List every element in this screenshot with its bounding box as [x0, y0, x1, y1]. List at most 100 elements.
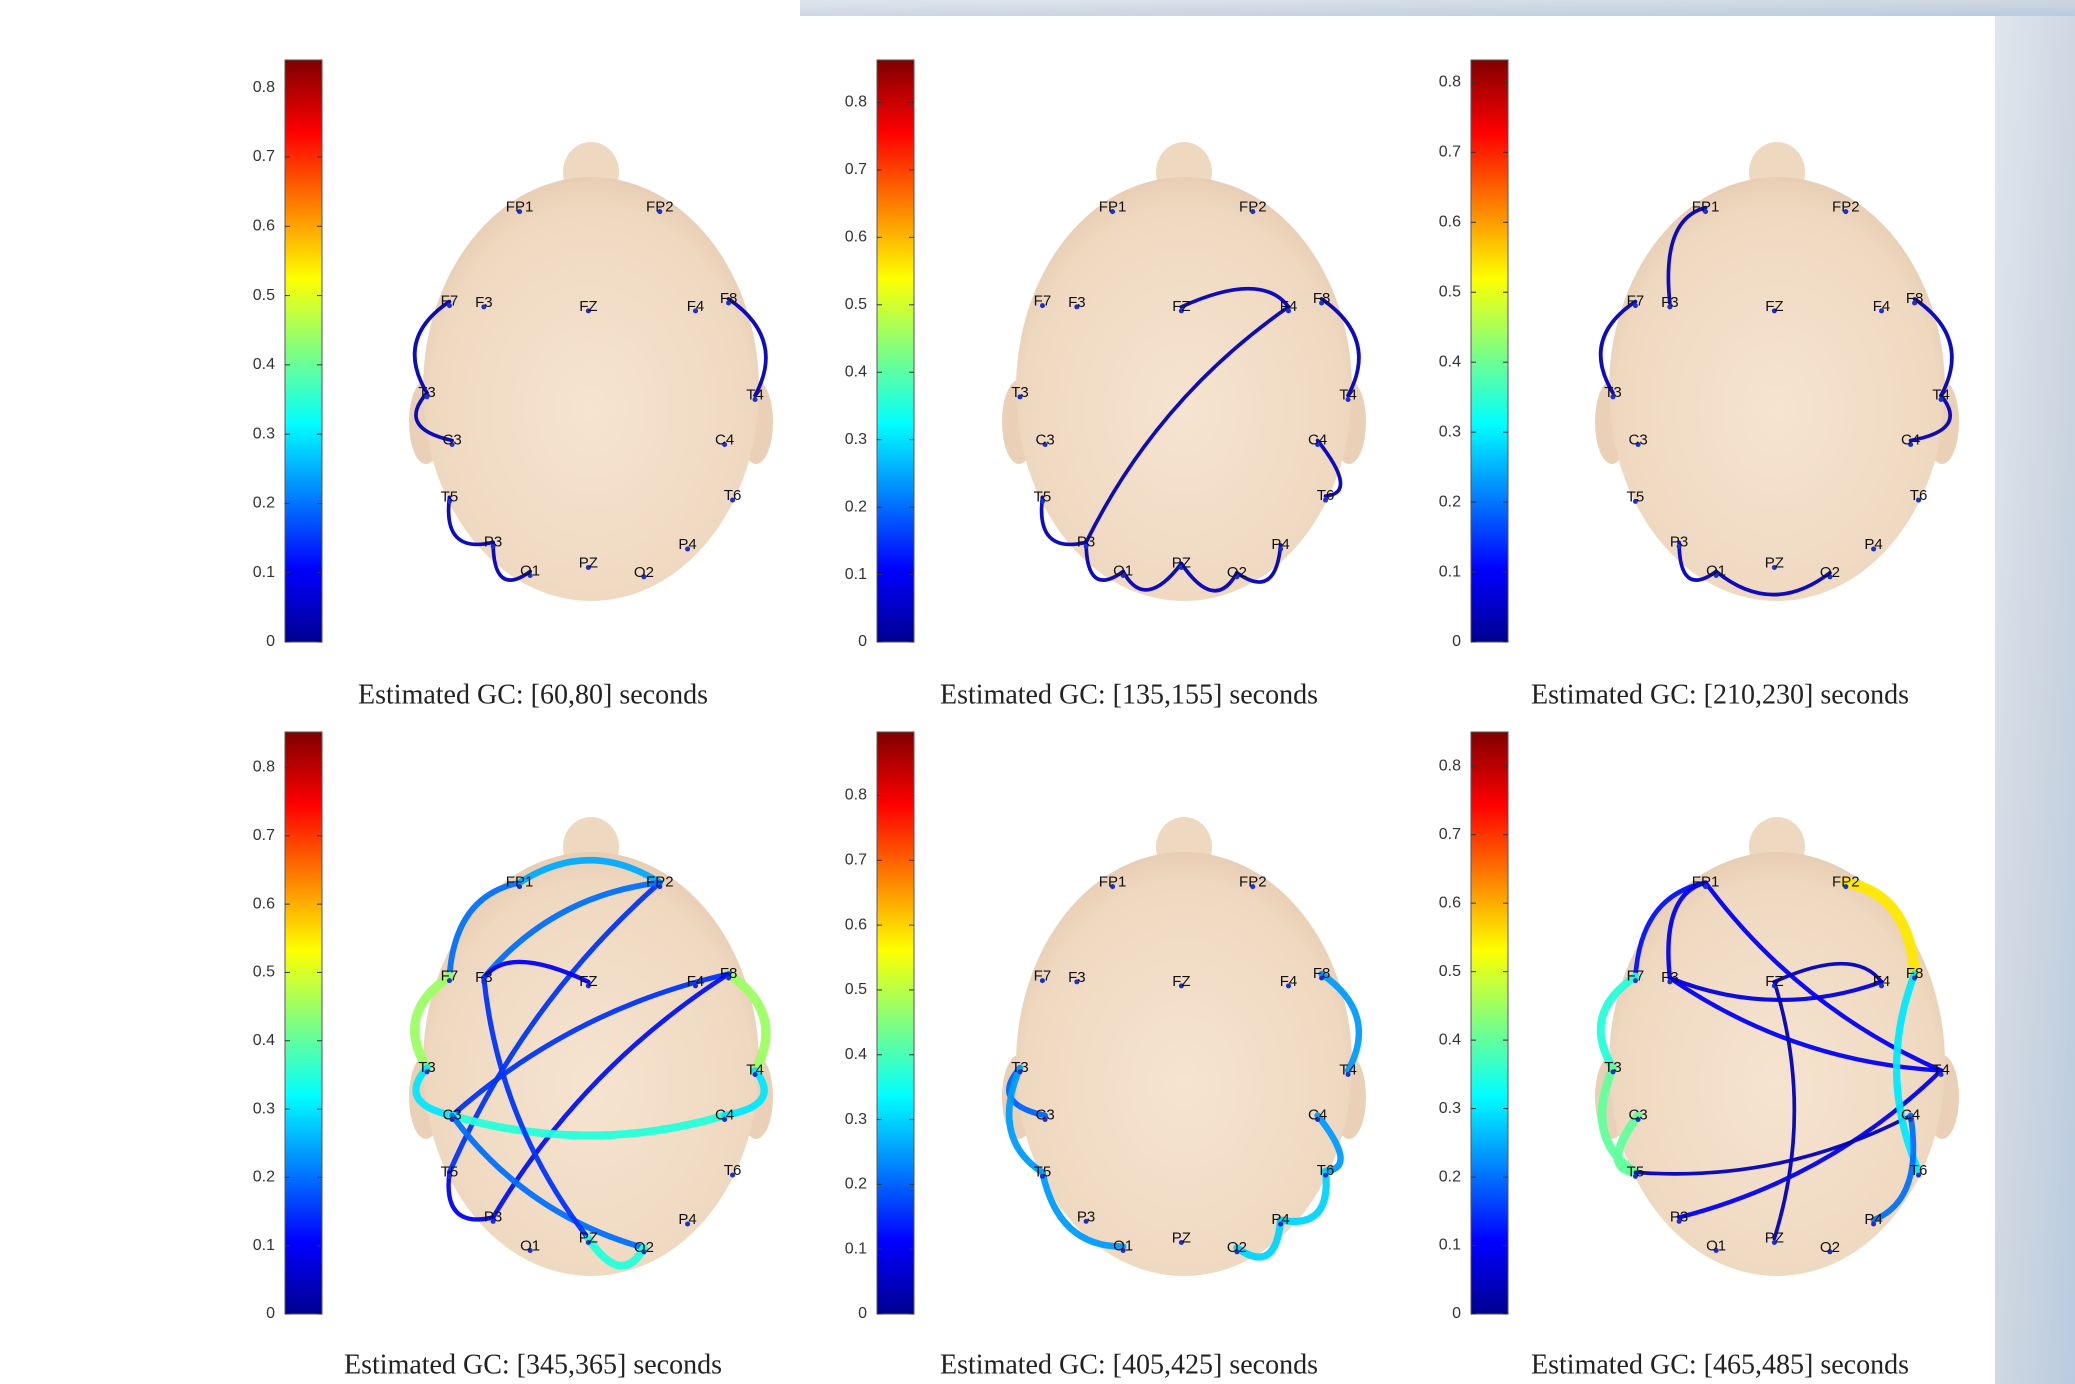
electrode: [1278, 546, 1284, 552]
background: [800, 0, 2075, 16]
electrode-label: O2: [1227, 1239, 1247, 1256]
electrode: [1286, 983, 1292, 989]
colorbar-tick-label: 0.4: [845, 363, 867, 380]
colorbar: [1470, 59, 1509, 643]
electrode-label: O2: [1820, 564, 1840, 581]
electrode: [1771, 308, 1777, 314]
electrode: [641, 1249, 647, 1255]
electrode-label: FP1: [1692, 874, 1720, 891]
electrode-label: T5: [441, 1163, 459, 1180]
electrode-label: F3: [1661, 294, 1679, 311]
colorbar-tick-label: 0.2: [845, 498, 867, 515]
electrode-label: FP2: [646, 874, 674, 891]
electrode-label: T4: [1339, 1061, 1357, 1078]
colorbar-tick-label: 0.5: [845, 981, 867, 998]
connection: [1039, 1169, 1127, 1250]
electrode: [1039, 1173, 1045, 1179]
electrode: [657, 884, 663, 890]
electrode-label: FP2: [1832, 199, 1860, 216]
connection: [516, 857, 664, 886]
electrode: [1676, 1218, 1682, 1224]
electrode: [1315, 1117, 1321, 1123]
electrode: [1017, 394, 1023, 400]
electrode-label: O1: [520, 1237, 540, 1254]
electrode: [726, 975, 732, 981]
electrode-label: F4: [1873, 298, 1891, 315]
connection: [1908, 393, 1952, 443]
electrode-label: F3: [1068, 969, 1086, 986]
electrode-label: C4: [1901, 431, 1920, 448]
electrode-label: F4: [687, 298, 705, 315]
electrode: [585, 1240, 591, 1246]
panel: 0 0.1 0.2 0.3 0.4 0.5 0.6 0.7 0.8 FP1 FP2 F7 F3 FZ F4 F…: [1439, 731, 1959, 1380]
electrode: [1120, 572, 1126, 578]
electrode: [1083, 543, 1089, 549]
electrode-label: FP1: [1099, 874, 1127, 891]
electrode: [1771, 983, 1777, 989]
connection: [1084, 305, 1291, 545]
colorbar: [876, 731, 915, 1315]
electrode-label: F8: [1313, 290, 1331, 307]
colorbar-tick-label: 0: [1452, 633, 1461, 650]
electrode-label: C4: [715, 431, 734, 448]
electrode: [1908, 442, 1914, 448]
connection: [1039, 495, 1088, 547]
electrode-label: C3: [1628, 1106, 1647, 1123]
electrode-label: O2: [1227, 564, 1247, 581]
connection: [481, 975, 591, 1242]
electrode: [490, 543, 496, 549]
colorbar-tick-label: 0.6: [1439, 214, 1461, 231]
electrode-label: T4: [746, 1061, 764, 1078]
colorbar-tick-label: 0.1: [253, 564, 275, 581]
electrode-label: F3: [475, 294, 493, 311]
electrode: [722, 442, 728, 448]
electrode-label: FP2: [1239, 874, 1267, 891]
head: [423, 852, 759, 1276]
electrode: [1278, 1221, 1284, 1227]
electrode: [1319, 975, 1325, 981]
connection: [1179, 286, 1291, 309]
electrode-label: O2: [1820, 1239, 1840, 1256]
connection: [1840, 877, 1920, 980]
colorbar: [284, 59, 323, 643]
colorbar-tick-label: 0.1: [1439, 563, 1461, 580]
electrode: [1110, 884, 1116, 890]
colorbar-tick-label: 0.8: [253, 759, 275, 776]
electrode: [1871, 1221, 1877, 1227]
electrode-label: F7: [441, 968, 459, 985]
electrode: [722, 1117, 728, 1123]
electrode-label: T5: [1627, 1163, 1645, 1180]
electrode: [585, 308, 591, 314]
connection: [446, 879, 523, 980]
electrode-label: F8: [720, 965, 738, 982]
electrode: [1286, 308, 1292, 314]
electrode-label: C3: [442, 431, 461, 448]
electrode: [1120, 1247, 1126, 1253]
electrode-label: C4: [715, 1106, 734, 1123]
panel: 0 0.1 0.2 0.3 0.4 0.5 0.6 0.7 0.8 FP1 FP2 F7 F3 FZ F4 F…: [845, 59, 1366, 710]
panel-caption: Estimated GC: [135,155] seconds: [940, 679, 1318, 710]
electrode: [1178, 1240, 1184, 1246]
connection: [1319, 297, 1361, 398]
electrode: [481, 304, 487, 310]
electrode: [657, 209, 663, 215]
electrode-label: P3: [484, 533, 502, 550]
connection: [1005, 1064, 1046, 1176]
electrode: [1319, 300, 1325, 306]
electrode: [446, 1173, 452, 1179]
electrode: [446, 498, 452, 504]
electrode-label: P4: [1271, 536, 1289, 553]
electrode: [1345, 397, 1351, 403]
electrode-label: C4: [1308, 431, 1327, 448]
electrode-label: PZ: [1172, 555, 1191, 572]
electrode: [527, 1247, 533, 1253]
electrode: [527, 572, 533, 578]
electrode-label: FZ: [579, 973, 597, 990]
colorbar-tick-label: 0.3: [845, 1111, 867, 1128]
electrode-label: F4: [687, 973, 705, 990]
electrode: [1178, 565, 1184, 571]
connection: [1892, 970, 1923, 1175]
electrode-label: T3: [1604, 384, 1622, 401]
electrode-label: F8: [1906, 965, 1924, 982]
electrode-label: F7: [1034, 293, 1052, 310]
